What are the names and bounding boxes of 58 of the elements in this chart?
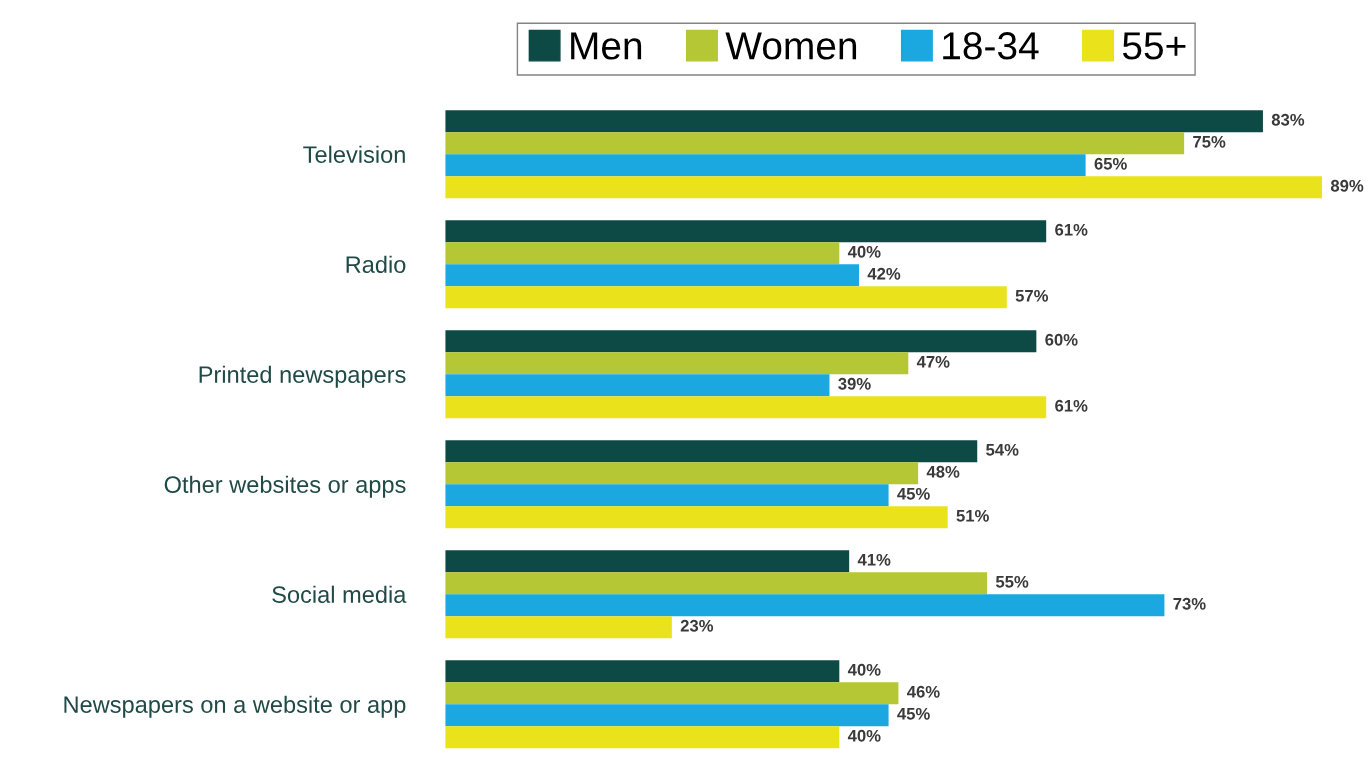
data-label: 45% — [897, 487, 930, 500]
bar — [445, 242, 840, 265]
data-label: 41% — [857, 553, 891, 566]
bar — [445, 704, 889, 727]
bar — [445, 660, 840, 683]
y-tick-label: Radio — [346, 255, 406, 273]
data-label: 40% — [847, 729, 881, 742]
data-label: 61% — [1055, 399, 1088, 412]
legend-label: Men — [571, 32, 642, 60]
data-label: 51% — [956, 509, 989, 522]
data-label: 45% — [897, 707, 930, 720]
legend-label: 18-34 — [943, 32, 1039, 60]
bar — [445, 550, 850, 573]
bar — [445, 440, 978, 463]
bar — [445, 374, 830, 397]
bar — [445, 726, 840, 749]
data-label: 75% — [1193, 135, 1226, 148]
bar — [445, 396, 1047, 419]
bar — [445, 462, 919, 485]
bar — [445, 352, 909, 375]
data-label: 23% — [680, 619, 714, 632]
data-label: 39% — [838, 377, 871, 390]
bar — [445, 682, 899, 705]
data-label: 61% — [1055, 223, 1088, 236]
legend-label: Women — [725, 32, 857, 60]
data-label: 89% — [1330, 179, 1364, 192]
data-label: 55% — [995, 575, 1029, 588]
bar — [445, 594, 1165, 617]
bar — [445, 154, 1086, 177]
data-label: 48% — [926, 465, 960, 478]
bar — [445, 110, 1263, 133]
y-tick-label: Other websites or apps — [164, 475, 406, 498]
data-label: 73% — [1173, 597, 1206, 610]
bar — [445, 616, 672, 639]
y-tick-label: Social media — [272, 585, 407, 603]
y-tick-label: Television — [303, 145, 405, 163]
bar — [445, 132, 1185, 155]
data-label: 54% — [986, 443, 1019, 456]
data-label: 46% — [907, 685, 940, 698]
bar — [445, 264, 860, 287]
bar — [445, 506, 948, 529]
bar — [445, 572, 988, 595]
data-label: 57% — [1015, 289, 1049, 302]
bar — [445, 220, 1047, 243]
bar — [445, 286, 1007, 309]
y-tick-label: Newspapers on a website or app — [64, 695, 406, 718]
data-label: 40% — [847, 245, 881, 258]
data-label: 65% — [1094, 157, 1127, 170]
data-label: 42% — [867, 267, 901, 280]
bar — [445, 176, 1323, 199]
bar — [445, 330, 1037, 353]
data-label: 60% — [1045, 333, 1078, 346]
data-label: 40% — [847, 663, 881, 676]
data-label: 47% — [916, 355, 950, 368]
y-tick-label: Printed newspapers — [199, 365, 406, 388]
data-label: 83% — [1271, 113, 1305, 126]
legend-label: 55+ — [1122, 32, 1186, 60]
bar — [445, 484, 889, 507]
